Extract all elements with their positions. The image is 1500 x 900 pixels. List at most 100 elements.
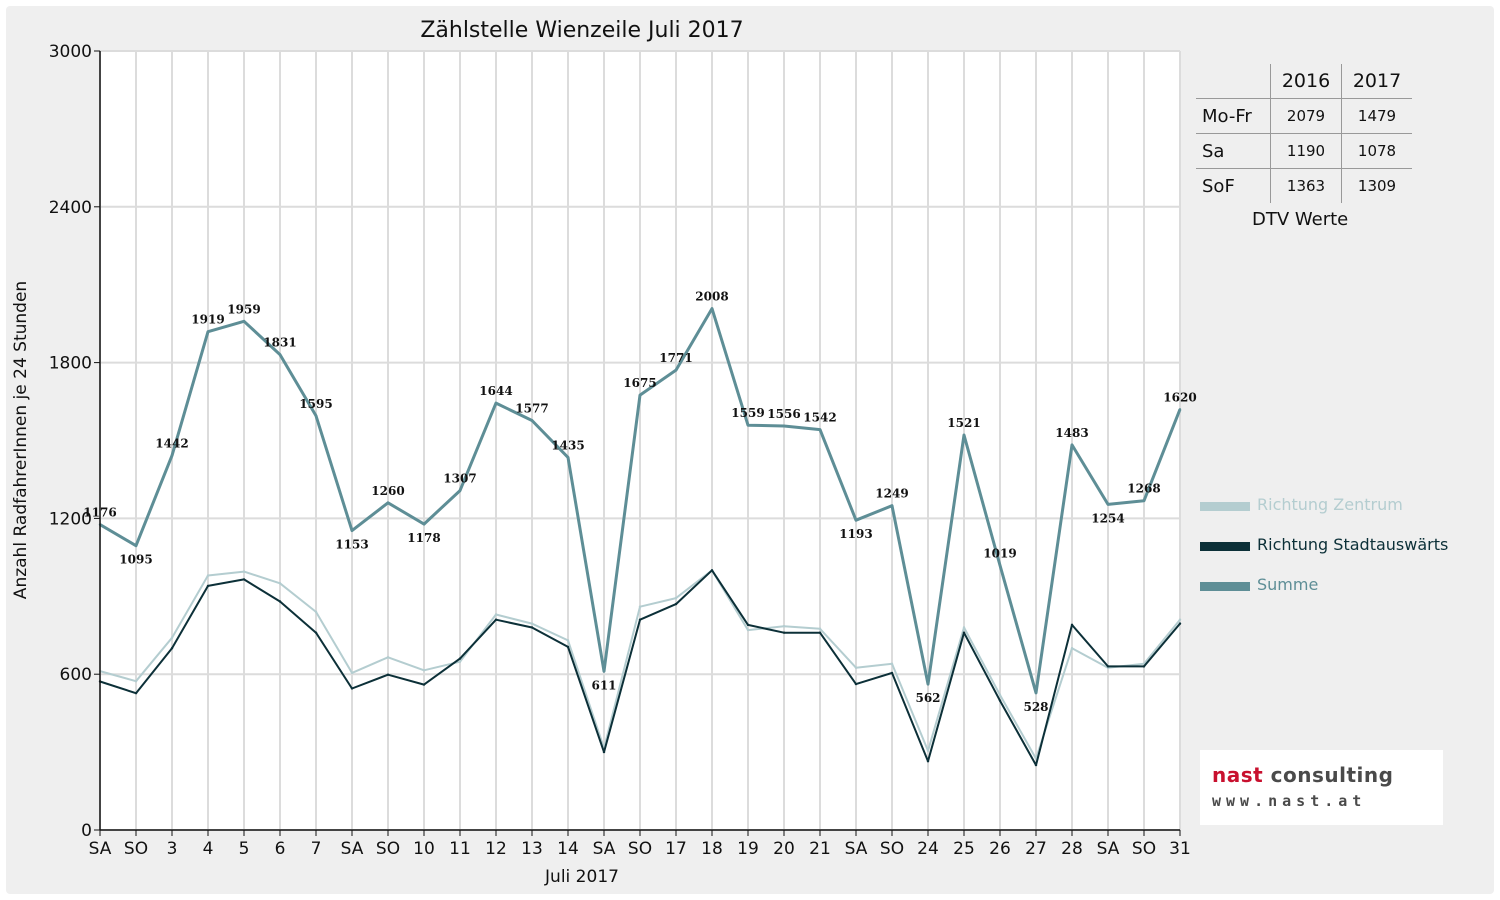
- x-tick-label: 26: [989, 839, 1011, 859]
- data-point: [170, 647, 174, 650]
- data-point: [242, 320, 246, 323]
- legend-label: Summe: [1257, 575, 1319, 594]
- data-label: 1483: [1055, 426, 1088, 440]
- data-point: [782, 631, 786, 634]
- legend-label: Richtung Stadtauswärts: [1257, 535, 1449, 554]
- data-point: [206, 330, 210, 333]
- data-label: 1268: [1127, 482, 1160, 496]
- data-point: [818, 627, 822, 630]
- data-label: 1644: [479, 384, 512, 398]
- dtv-cell: 1479: [1341, 98, 1412, 134]
- data-point: [566, 639, 570, 642]
- data-label: 1595: [299, 397, 332, 411]
- y-tick-label: 2400: [49, 198, 92, 218]
- data-point: [134, 680, 138, 683]
- x-tick-label: SO: [628, 839, 652, 859]
- dtv-row-label: Sa: [1196, 133, 1271, 169]
- y-tick-label: 1800: [49, 354, 92, 374]
- data-point: [1178, 408, 1182, 411]
- data-point: [782, 624, 786, 628]
- dtv-header-row: 2016 2017: [1196, 64, 1412, 99]
- data-point: [1034, 691, 1038, 695]
- data-point: [458, 489, 462, 492]
- data-point: [890, 662, 894, 666]
- data-point: [962, 631, 966, 634]
- x-tick-label: 28: [1061, 839, 1083, 859]
- dtv-row-label: SoF: [1202, 175, 1235, 197]
- x-tick-label: 13: [521, 839, 543, 859]
- data-point: [1178, 618, 1182, 621]
- data-point: [638, 618, 642, 621]
- x-tick-label: 11: [449, 839, 471, 859]
- data-point: [1070, 623, 1074, 627]
- logo: nast consulting www.nast.at: [1200, 750, 1443, 825]
- x-tick-label: 10: [413, 839, 435, 859]
- x-tick-label: 4: [203, 839, 214, 859]
- x-tick-label: 20: [773, 839, 795, 859]
- data-point: [710, 307, 714, 310]
- y-axis-title: Anzahl RadfahrerInnen je 24 Stunden: [11, 281, 31, 599]
- x-tick-label: 14: [557, 839, 579, 859]
- dtv-header-2016: 2016: [1270, 64, 1342, 99]
- series-lines: [98, 307, 1182, 767]
- x-tick-label: 3: [167, 839, 178, 859]
- data-point: [638, 605, 642, 608]
- data-label: 611: [591, 678, 616, 692]
- data-label: 1019: [983, 546, 1016, 560]
- dtv-cell: 1078: [1341, 133, 1412, 169]
- data-point: [854, 666, 858, 669]
- y-tick-label: 600: [60, 665, 92, 685]
- data-point: [1178, 622, 1182, 625]
- y-tick-label: 3000: [49, 42, 92, 62]
- data-point: [674, 368, 678, 372]
- x-tick-label: 31: [1169, 839, 1191, 859]
- data-point: [962, 433, 966, 437]
- data-point: [494, 613, 498, 616]
- gridlines: [99, 50, 1181, 831]
- data-label: 1771: [659, 351, 692, 365]
- data-point: [638, 393, 642, 397]
- x-tick-label: 18: [701, 839, 723, 859]
- data-point: [674, 602, 678, 606]
- x-tick-label: 27: [1025, 839, 1047, 859]
- data-label: 1254: [1091, 511, 1124, 525]
- data-point: [854, 682, 858, 686]
- data-point: [422, 683, 426, 686]
- dtv-cell: 1309: [1341, 168, 1412, 203]
- data-point: [890, 504, 894, 507]
- data-point: [998, 699, 1002, 702]
- logo-url: www.nast.at: [1212, 792, 1367, 810]
- data-label: 1577: [515, 402, 548, 416]
- x-tick-label: SO: [880, 839, 904, 859]
- data-point: [1142, 499, 1146, 502]
- data-point: [926, 759, 930, 763]
- data-label: 1559: [731, 406, 764, 420]
- data-label: 1556: [767, 407, 800, 421]
- data-label: 1176: [83, 506, 116, 520]
- x-tick-label: 24: [917, 839, 939, 859]
- y-tick-labels: 0 600 1200 1800 2400 3000: [49, 42, 92, 841]
- data-point: [998, 564, 1002, 567]
- data-point: [674, 596, 678, 600]
- data-point: [818, 631, 822, 634]
- x-axis-title: Juli 2017: [544, 867, 619, 887]
- data-point: [350, 687, 354, 690]
- legend-label: Richtung Zentrum: [1257, 495, 1403, 514]
- x-tick-label: 17: [665, 839, 687, 859]
- data-point: [314, 414, 318, 418]
- data-point: [998, 693, 1002, 697]
- logo-name-part2: consulting: [1263, 763, 1394, 787]
- x-tick-label: SO: [1132, 839, 1156, 859]
- axes: [94, 50, 1181, 836]
- data-point: [494, 401, 498, 405]
- data-point: [566, 456, 570, 459]
- x-tick-label: SA: [1097, 839, 1120, 859]
- x-tick-label: SA: [593, 839, 616, 859]
- data-label: 1178: [407, 531, 440, 545]
- data-label: 1435: [551, 438, 584, 452]
- data-point: [962, 626, 966, 629]
- legend-swatch: [1200, 502, 1250, 511]
- x-tick-label: 6: [275, 839, 286, 859]
- x-tick-label: SA: [89, 839, 112, 859]
